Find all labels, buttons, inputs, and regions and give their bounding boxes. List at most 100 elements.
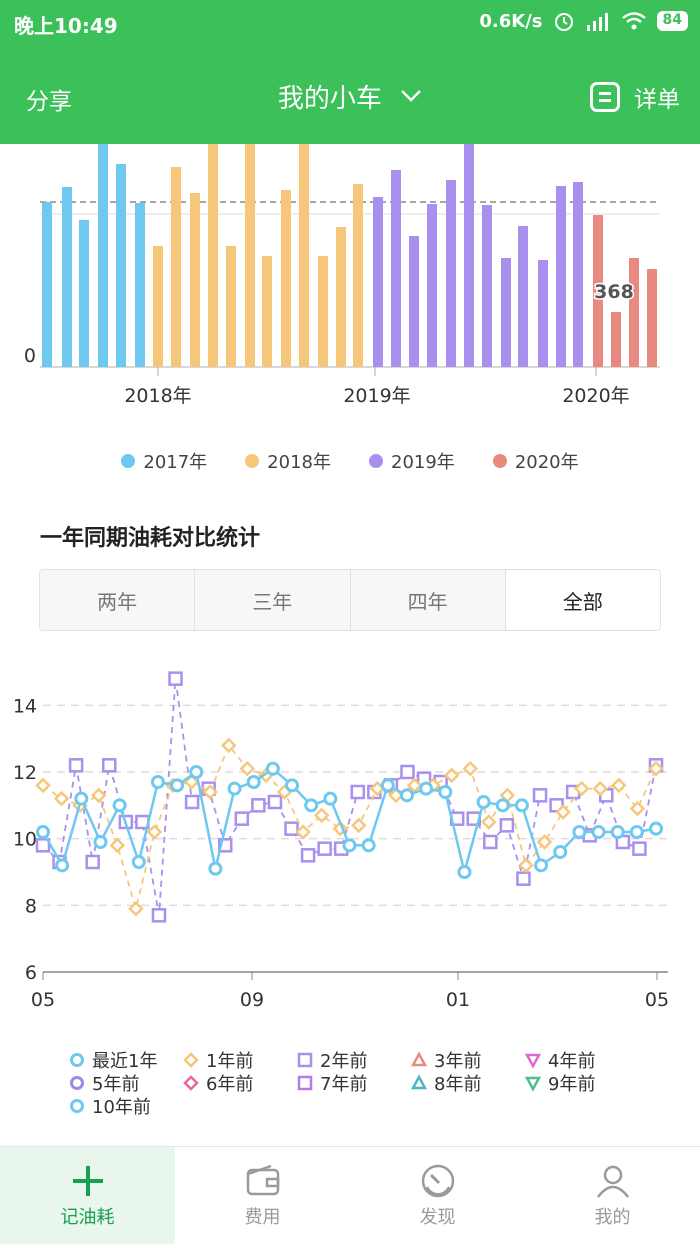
content-area[interactable]: 0 2018年 2019年 2020年 368 2017年 2018年 2019…	[0, 144, 700, 1146]
legend-marker-icon	[524, 1053, 542, 1069]
bar-11	[245, 144, 255, 367]
data-point	[462, 760, 479, 777]
data-point	[74, 791, 89, 806]
legend-dot	[121, 454, 136, 468]
legend-marker-icon	[70, 1075, 84, 1090]
data-point	[284, 821, 299, 836]
legend-item[interactable]: 3年前	[410, 1047, 524, 1073]
data-point	[443, 767, 460, 784]
legend-row: 10年前	[68, 1093, 668, 1119]
legend-item[interactable]: 1年前	[182, 1047, 296, 1073]
y-tick-label: 14	[13, 695, 37, 717]
data-point	[611, 777, 627, 794]
data-point	[649, 821, 663, 836]
data-point	[227, 781, 242, 796]
legend-item[interactable]: 6年前	[182, 1070, 296, 1096]
tab-mine[interactable]: 我的	[525, 1147, 700, 1244]
legend-label: 2020年	[514, 452, 579, 473]
legend-marker	[524, 1076, 542, 1092]
data-point	[170, 778, 185, 793]
tab-record-fuel[interactable]: 记油耗	[0, 1147, 175, 1244]
legend-marker-icon	[297, 1052, 313, 1067]
data-point	[36, 825, 50, 839]
bar-20	[409, 236, 419, 367]
legend-item[interactable]: 2017年	[121, 448, 207, 474]
bar-21	[427, 204, 437, 367]
data-point	[332, 820, 348, 837]
legend-item[interactable]: 9年前	[524, 1070, 638, 1096]
legend-item[interactable]: 2年前	[296, 1047, 410, 1073]
data-point	[419, 781, 434, 796]
bar-14	[299, 144, 309, 367]
tab-discover[interactable]: 发现	[350, 1147, 525, 1244]
legend-label: 2年前	[320, 1050, 368, 1072]
data-point	[90, 787, 107, 804]
data-point	[234, 811, 250, 826]
data-point	[246, 775, 261, 789]
bar-23	[464, 144, 474, 367]
bar-9	[208, 144, 218, 367]
period-segment-control: 两年 三年 四年 全部	[39, 569, 661, 631]
legend-marker	[297, 1052, 313, 1067]
bar-4	[116, 164, 126, 367]
legend-item[interactable]: 4年前	[524, 1047, 638, 1073]
vehicle-selector[interactable]: 我的小车	[0, 78, 700, 115]
fuel-comparison-line-chart: 6 8 10 12 14 05 09 01 05	[13, 671, 669, 1011]
segment-three-years[interactable]: 三年	[195, 570, 351, 630]
line-legend: 最近1年 1年前 2年前 3年前 4年前 5年前 6年前 7年前 8年前 9年前 10年前	[68, 1047, 668, 1119]
detail-label: 详单	[634, 87, 680, 113]
legend-marker	[70, 1075, 84, 1090]
bar-31	[611, 312, 621, 367]
data-point	[208, 861, 223, 876]
legend-label: 3年前	[434, 1050, 482, 1072]
battery-indicator: 84	[656, 11, 688, 31]
legend-marker	[70, 1098, 84, 1113]
user-icon	[596, 1165, 629, 1198]
legend-marker-icon	[183, 1051, 199, 1068]
tab-expenses[interactable]: 费用	[175, 1147, 350, 1244]
segment-four-years[interactable]: 四年	[350, 570, 506, 630]
legend-marker-icon	[297, 1075, 313, 1090]
data-point	[239, 760, 256, 777]
data-point	[317, 841, 332, 856]
legend-item[interactable]: 5年前	[68, 1070, 182, 1096]
segment-all[interactable]: 全部	[505, 570, 660, 630]
data-point	[629, 825, 644, 839]
share-button[interactable]: 分享	[26, 89, 72, 115]
bar-22	[446, 180, 456, 367]
legend-item[interactable]: 2019年	[369, 448, 455, 474]
list-icon	[590, 82, 620, 112]
legend-item[interactable]: 10年前	[68, 1093, 182, 1119]
data-point	[168, 671, 183, 686]
data-point	[400, 764, 415, 780]
data-point	[514, 798, 529, 813]
legend-item[interactable]: 2018年	[245, 448, 331, 474]
page-title: 我的小车	[277, 84, 382, 114]
gauge-icon	[421, 1164, 454, 1197]
series-line	[42, 678, 657, 916]
legend-label: 4年前	[548, 1050, 596, 1072]
legend-item[interactable]: 最近1年	[68, 1047, 182, 1073]
bar-27	[538, 260, 548, 367]
tab-label: 我的	[594, 1206, 631, 1228]
alarm-icon	[554, 13, 573, 31]
legend-item[interactable]: 2020年	[492, 448, 579, 474]
legend-item[interactable]: 8年前	[410, 1070, 524, 1096]
data-point	[481, 814, 497, 830]
data-point	[35, 777, 51, 794]
legend-marker-icon	[70, 1052, 84, 1067]
network-speed: 0.6K/s	[479, 10, 543, 32]
detail-button[interactable]: 详单	[590, 80, 680, 114]
bar-y-zero: 0	[24, 345, 36, 367]
data-point	[184, 794, 200, 810]
signal-icon	[586, 13, 608, 31]
data-point	[128, 900, 144, 917]
legend-label: 5年前	[92, 1073, 140, 1095]
legend-item[interactable]: 7年前	[296, 1070, 410, 1096]
legend-label: 7年前	[320, 1073, 368, 1095]
data-point	[555, 804, 571, 820]
segment-two-years[interactable]: 两年	[40, 570, 196, 630]
data-point	[553, 845, 568, 859]
status-bar: 晚上10:49 0.6K/s 84	[0, 0, 700, 46]
data-point	[35, 838, 51, 853]
